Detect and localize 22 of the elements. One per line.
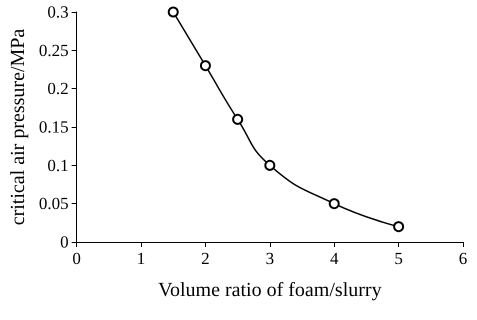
point (168, 6, 179, 18)
point (328, 198, 340, 210)
x-tick-label: 3 (266, 249, 274, 268)
point (264, 160, 276, 171)
x-tick-label: 5 (394, 249, 403, 268)
y-tick-label: 0 (60, 232, 69, 252)
y-tick-label: 0.05 (38, 194, 69, 214)
y-tick-label: 0.15 (38, 118, 69, 136)
x-tick-label: 1 (136, 249, 146, 268)
y-axis-title: critical air pressure/MPa (7, 28, 29, 226)
y-tick-label: 0.2 (47, 79, 69, 98)
point (232, 114, 244, 125)
y-tick-label: 0.25 (38, 40, 69, 60)
x-tick-label: 2 (201, 249, 210, 268)
x-tick-label: 6 (458, 249, 468, 268)
y-tick-label: 0.1 (47, 156, 69, 175)
x-axis-title: Volume ratio of foam/slurry (158, 279, 382, 301)
y-tick-label: 0.3 (47, 2, 69, 22)
x-tick-label: 4 (330, 249, 339, 268)
x-tick-label: 0 (72, 249, 81, 268)
point (200, 60, 211, 72)
point (393, 221, 404, 232)
